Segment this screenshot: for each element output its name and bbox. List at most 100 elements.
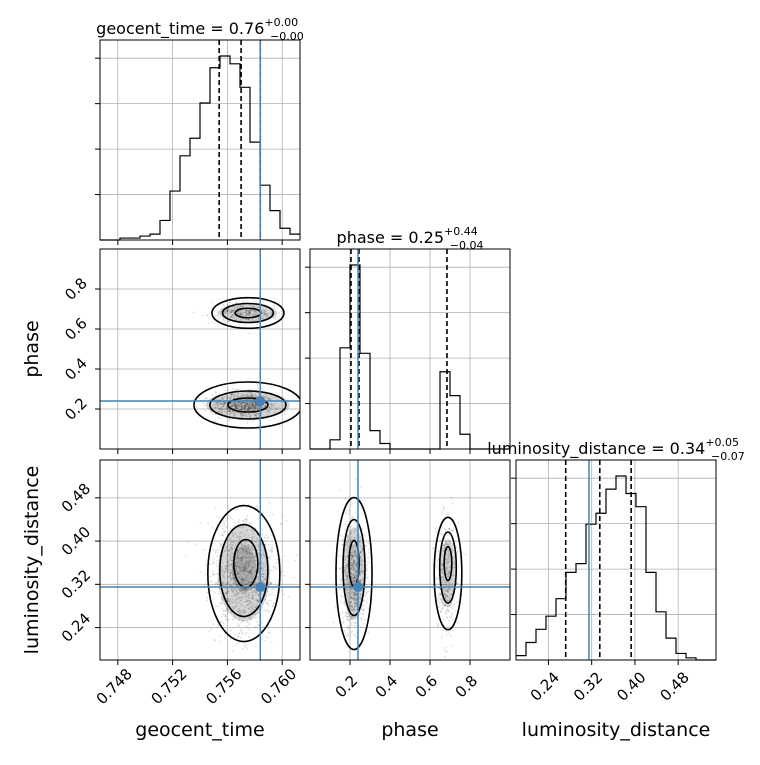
sample-point [230, 516, 232, 518]
sample-point [274, 562, 277, 565]
sample-point [287, 596, 290, 598]
sample-point [344, 498, 346, 500]
sample-point [225, 584, 228, 587]
sample-point [235, 406, 238, 408]
sample-point [250, 607, 253, 610]
sample-point [238, 557, 241, 560]
sample-point [230, 587, 233, 590]
sample-point [227, 390, 230, 393]
sample-point [232, 306, 235, 308]
sample-point [361, 559, 364, 562]
sample-point [451, 614, 453, 616]
sample-point [236, 635, 239, 638]
sample-point [248, 591, 251, 594]
sample-point [214, 401, 217, 404]
sample-point [255, 414, 258, 417]
sample-point [347, 600, 350, 603]
sample-point [353, 559, 356, 562]
sample-point [242, 570, 245, 573]
sample-point [346, 578, 349, 581]
sample-point [243, 406, 246, 409]
sample-point [243, 402, 245, 405]
sample-point [253, 581, 256, 584]
sample-point [344, 611, 347, 614]
sample-point [445, 583, 447, 586]
sample-point [362, 608, 365, 610]
sample-point [227, 308, 230, 311]
sample-point [360, 527, 363, 530]
sample-point [221, 411, 224, 414]
sample-point [232, 310, 234, 312]
sample-point [251, 593, 254, 596]
sample-point [254, 591, 257, 594]
sample-point [237, 591, 240, 594]
sample-point [235, 395, 238, 397]
sample-point [264, 404, 267, 407]
sample-point [444, 528, 447, 531]
sample-point [243, 311, 246, 313]
sample-point [220, 534, 223, 537]
sample-point [263, 536, 266, 539]
sample-point [444, 613, 447, 615]
sample-point [354, 577, 356, 579]
sample-point [234, 407, 237, 409]
sample-point [440, 568, 443, 570]
density-core [205, 391, 290, 419]
sample-point [448, 582, 451, 585]
sample-point [448, 552, 450, 555]
sample-point [447, 590, 450, 593]
sample-point [229, 572, 232, 574]
sample-point [229, 316, 232, 319]
sample-point [224, 310, 227, 313]
sample-point [234, 582, 237, 584]
sample-point [240, 599, 243, 601]
sample-point [252, 583, 255, 586]
sample-point [445, 566, 448, 569]
sample-point [245, 406, 248, 409]
sample-point [219, 544, 222, 547]
sample-point [345, 578, 348, 581]
sample-point [256, 306, 259, 308]
sample-point [444, 590, 447, 593]
sample-point [240, 404, 243, 407]
sample-point [242, 398, 245, 401]
sample-point [248, 549, 251, 552]
sample-point [236, 608, 239, 611]
sample-point [238, 576, 241, 578]
sample-point [264, 555, 267, 558]
sample-point [245, 315, 248, 318]
sample-point [227, 561, 230, 564]
sample-point [239, 557, 242, 560]
sample-point [251, 566, 254, 568]
sample-point [242, 581, 245, 584]
sample-point [240, 402, 243, 405]
sample-point [249, 551, 252, 554]
sample-point [236, 404, 239, 407]
sample-point [230, 576, 233, 579]
sample-point [236, 610, 239, 613]
sample-point [247, 607, 250, 610]
sample-point [238, 616, 240, 619]
sample-point [243, 405, 246, 408]
sample-point [252, 561, 255, 564]
sample-point [246, 415, 249, 417]
sample-point [226, 566, 228, 569]
sample-point [273, 594, 275, 597]
sample-point [242, 577, 245, 580]
sample-point [228, 419, 231, 422]
sample-point [350, 504, 353, 507]
sample-point [230, 406, 233, 408]
sample-point [241, 557, 244, 560]
sample-point [366, 597, 369, 600]
sample-point [237, 312, 240, 315]
sample-point [353, 606, 356, 608]
sample-point [237, 577, 240, 580]
sample-point [233, 309, 236, 312]
sample-point [353, 536, 356, 539]
sample-point [444, 646, 447, 649]
sample-point [224, 389, 226, 392]
sample-point [353, 579, 356, 582]
sample-point [243, 557, 246, 560]
sample-point [228, 567, 231, 570]
sample-point [280, 522, 283, 525]
